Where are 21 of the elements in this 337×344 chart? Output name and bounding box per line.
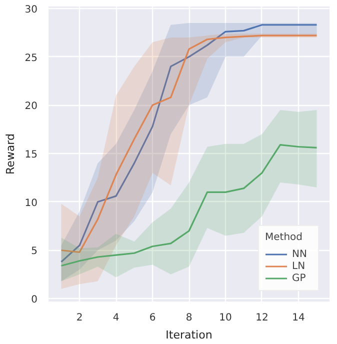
x-tick-label: 2	[76, 312, 83, 324]
y-tick-label: 15	[24, 150, 38, 161]
y-tick-label: 0	[31, 294, 38, 306]
legend-label: NN	[292, 248, 308, 260]
y-tick-label: 25	[24, 52, 38, 64]
legend-label: GP	[292, 272, 307, 284]
y-axis-title: Reward	[4, 134, 17, 174]
legend-title: Method	[265, 232, 304, 243]
legend-label: LN	[292, 260, 306, 272]
x-tick-label: 8	[186, 312, 192, 324]
x-tick-label: 12	[256, 312, 268, 324]
x-axis-title: Iteration	[166, 328, 212, 342]
x-tick-label: 10	[219, 312, 232, 324]
x-tick-label: 4	[112, 312, 120, 324]
y-tick-label: 5	[31, 246, 38, 258]
x-tick-label: 6	[149, 312, 156, 324]
y-tick-label: 10	[24, 198, 38, 209]
line-series	[60, 144, 318, 267]
x-tick-label: 14	[292, 312, 305, 324]
y-tick-label: 30	[24, 4, 38, 16]
y-tick-label: 20	[24, 101, 38, 112]
